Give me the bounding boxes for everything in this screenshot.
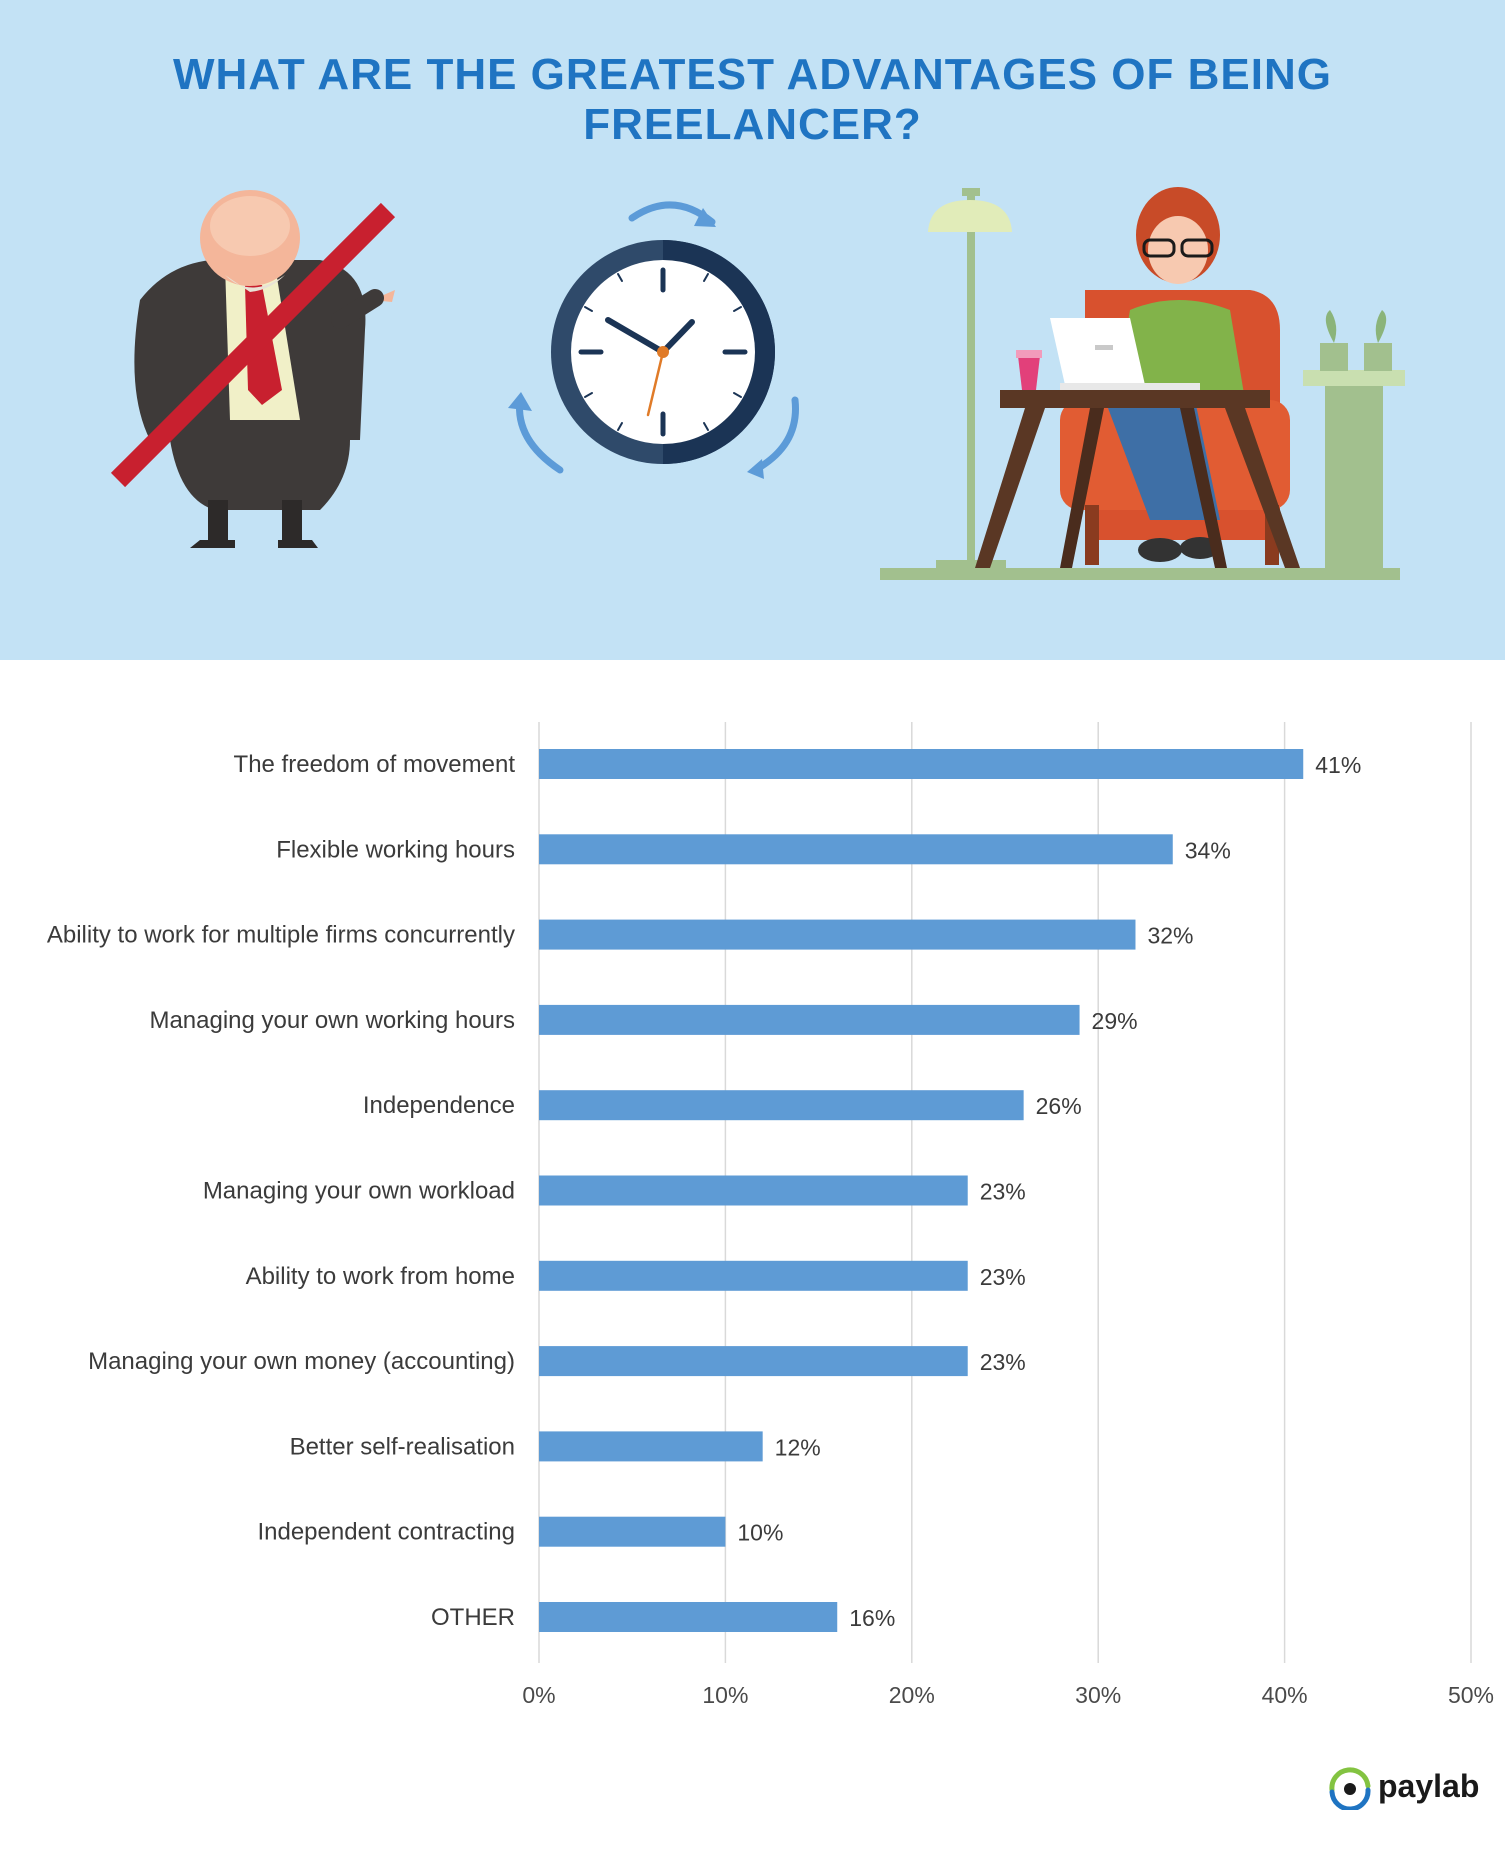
x-tick-label: 30% [1075,1682,1121,1708]
chart-area: 0% 10% 20% 30% 40% 50% The freedom of movement… [0,660,1505,1868]
category-label: OTHER [431,1604,515,1631]
category-label: Managing your own working hours [149,1007,515,1034]
bar [539,749,1304,779]
category-label: Independent contracting [257,1519,515,1546]
value-label: 41% [1315,752,1361,778]
category-label: Ability to work from home [246,1263,515,1290]
eye-logo-icon [1329,1767,1371,1810]
bar [539,1516,726,1547]
hero-banner: WHAT ARE THE GREATEST ADVANTAGES OF BEIN… [0,0,1505,660]
value-label: 29% [1092,1008,1138,1034]
brand-name: paylab [1378,1768,1480,1804]
x-tick-label: 10% [702,1682,748,1708]
x-tick-label: 50% [1448,1682,1494,1708]
gridlines [538,722,1472,1663]
value-label: 23% [980,1349,1026,1375]
value-label: 16% [849,1605,895,1631]
category-label: Better self-realisation [290,1433,515,1460]
category-label: Managing your own workload [203,1178,515,1205]
bar [539,1260,968,1291]
bar [539,1090,1024,1121]
category-label: The freedom of movement [234,751,516,778]
woman-with-laptop-icon [880,187,1405,580]
value-label: 23% [980,1179,1026,1205]
x-tick-label: 20% [889,1682,935,1708]
bar [539,1004,1080,1035]
bar-chart: 0% 10% 20% 30% 40% 50% The freedom of movement… [47,722,1494,1708]
bar [539,1175,968,1206]
bar [539,1431,763,1462]
x-tick-label: 40% [1262,1682,1308,1708]
bar [539,834,1173,865]
bars [539,749,1304,1632]
category-label: Ability to work for multiple firms concu… [47,922,515,949]
value-label: 10% [737,1520,783,1546]
value-label: 23% [980,1264,1026,1290]
value-label: 34% [1185,837,1231,863]
category-label: Independence [363,1092,515,1119]
bar [539,1602,838,1632]
category-label: Managing your own money (accounting) [88,1348,515,1375]
clock-with-arrows-icon [508,201,799,479]
value-label: 26% [1036,1093,1082,1119]
category-label: Flexible working hours [276,836,515,863]
bar [539,1346,968,1377]
bar [539,919,1136,950]
brand-logo: paylab [1328,1762,1488,1818]
page-title: WHAT ARE THE GREATEST ADVANTAGES OF BEIN… [173,50,1332,149]
labels: 0% 10% 20% 30% 40% 50% The freedom of movement… [47,751,1494,1708]
value-label: 12% [775,1434,821,1460]
x-tick-label: 0% [522,1682,555,1708]
value-label: 32% [1147,923,1193,949]
strike-line [110,202,396,488]
hero-illustrations [110,187,1405,580]
